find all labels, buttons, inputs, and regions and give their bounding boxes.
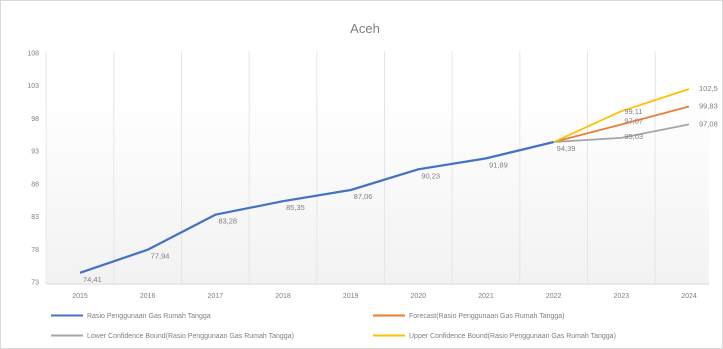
legend-item: Upper Confidence Bound(Rasio Penggunaan …	[373, 333, 616, 340]
x-tick-label: 2015	[72, 293, 88, 300]
data-label: 90,23	[421, 171, 440, 180]
x-tick-label: 2016	[140, 293, 156, 300]
legend-label: Lower Confidence Bound(Rasio Penggunaan …	[87, 333, 294, 340]
data-label: 87,06	[354, 192, 373, 201]
y-tick-label: 88	[31, 181, 39, 188]
x-tick-label: 2020	[411, 293, 427, 300]
grid-layer	[45, 51, 656, 284]
series-layer	[79, 88, 690, 274]
y-tick-label: 108	[27, 51, 39, 58]
y-tick-label: 103	[27, 83, 39, 90]
x-tick-label: 2023	[614, 293, 630, 300]
y-tick-label: 98	[31, 116, 39, 123]
data-label: 99,83	[699, 101, 718, 110]
label-layer: 74,41 77,94 83,28 85,35 87,06 90,23 91,89 94,39…	[83, 84, 718, 284]
data-label: 85,35	[286, 203, 305, 212]
data-label: 99,11	[624, 107, 642, 116]
y-tick-label: 78	[31, 247, 39, 254]
legend-item: Forecast(Rasio Penggunaan Gas Rumah Tang…	[373, 313, 565, 320]
x-tick-label: 2019	[343, 293, 359, 300]
y-tick-label: 83	[31, 214, 39, 221]
x-tick-label: 2017	[208, 293, 224, 300]
data-label: 97,08	[699, 119, 718, 128]
data-label: 91,89	[489, 160, 508, 169]
data-label: 83,28	[218, 217, 237, 226]
chart-title: Aceh	[350, 21, 380, 36]
y-tick-label: 93	[31, 149, 39, 156]
data-label: 74,41	[83, 275, 102, 284]
data-label: 77,94	[151, 252, 170, 261]
series-line-1	[553, 105, 690, 143]
data-label: 94,39	[557, 144, 576, 153]
data-label: 95,03	[624, 132, 643, 141]
legend-item: Rasio Penggunaan Gas Rumah Tangga	[51, 313, 211, 320]
legend-label: Upper Confidence Bound(Rasio Penggunaan …	[409, 333, 616, 340]
x-tick-label: 2024	[681, 293, 697, 300]
x-tick-label: 2021	[478, 293, 494, 300]
series-line-0	[79, 140, 554, 274]
series-line-3	[553, 88, 690, 143]
data-label: 102,5	[699, 84, 718, 93]
legend-item: Lower Confidence Bound(Rasio Penggunaan …	[51, 333, 294, 340]
legend-label: Rasio Penggunaan Gas Rumah Tangga	[87, 313, 211, 320]
x-tick-label: 2022	[546, 293, 562, 300]
x-tick-label: 2018	[275, 293, 291, 300]
series-line-2	[553, 123, 690, 143]
plot-background	[47, 96, 709, 284]
y-tick-label: 73	[31, 280, 39, 287]
legend: Rasio Penggunaan Gas Rumah Tangga Forecas…	[51, 313, 616, 340]
legend-label: Forecast(Rasio Penggunaan Gas Rumah Tang…	[409, 313, 565, 320]
data-label: 97,07	[624, 117, 643, 126]
axis-layer: 108 103 98 93 88 83 78 73 2015 2016 2017 2018 2019 20…	[27, 51, 709, 300]
